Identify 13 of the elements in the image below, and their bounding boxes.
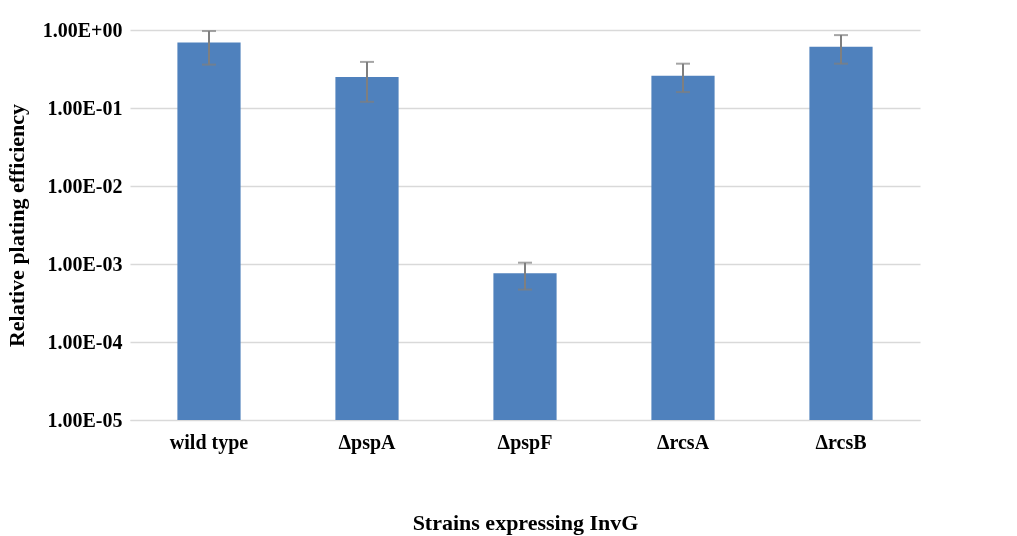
y-tick-label: 1.00E-02 [47,174,123,197]
y-tick-label: 1.00E-01 [47,96,123,119]
x-tick-label: wild type [169,430,249,454]
x-axis-title: Strains expressing InvG [412,509,639,535]
x-tick-label: ΔpspA [338,430,397,454]
y-tick-label: 1.00E-05 [47,408,123,431]
y-tick-label: 1.00E+00 [42,18,123,41]
x-tick-label: ΔrcsB [815,430,867,453]
y-tick-label: 1.00E-03 [47,252,123,275]
x-tick-label: ΔpspF [497,430,553,454]
y-tick-label: 1.00E-04 [47,330,123,353]
y-axis-title: Relative plating efficiency [3,103,29,348]
x-tick-label: ΔrcsA [656,430,710,453]
